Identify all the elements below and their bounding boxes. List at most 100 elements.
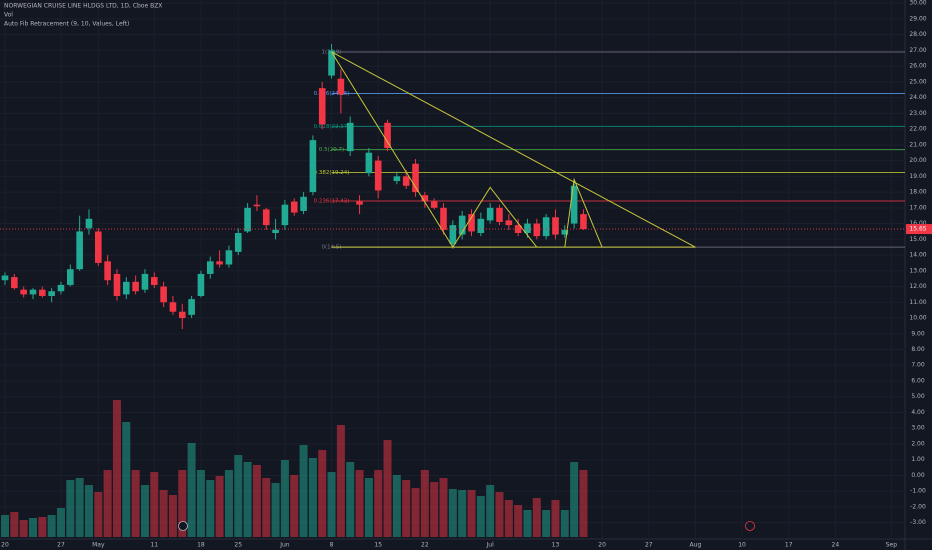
candle-body	[356, 201, 363, 205]
volume-bar	[551, 500, 560, 537]
x-tick-label: Sep	[886, 542, 898, 549]
y-tick-label: 12.00	[909, 283, 926, 290]
event-icon[interactable]	[178, 521, 188, 531]
volume-bar	[290, 475, 299, 537]
candle-body	[178, 311, 186, 319]
volume-bar	[476, 496, 485, 537]
candle-body	[206, 261, 214, 274]
volume-bar	[392, 475, 401, 537]
x-tick-label: 24	[832, 542, 840, 549]
y-tick-label: 7.00	[911, 362, 925, 369]
y-tick-label: 13.00	[909, 267, 926, 274]
x-tick-label: 27	[645, 542, 653, 549]
y-tick-label: 15.00	[909, 236, 926, 243]
volume-bar	[234, 455, 243, 537]
candle-body	[188, 299, 195, 315]
candle-body	[39, 289, 46, 296]
y-tick-label: 28.00	[909, 31, 926, 38]
x-tick-label: 22	[421, 542, 429, 549]
volume-bar	[346, 462, 355, 537]
y-tick-label: 20.00	[909, 157, 926, 164]
y-tick-label: 29.00	[909, 15, 926, 22]
candle-body	[150, 277, 158, 285]
volume-bar	[84, 485, 93, 537]
candle-body	[328, 50, 335, 76]
volume-bar	[364, 478, 373, 537]
x-tick-label: 11	[150, 542, 158, 549]
trend-line	[331, 51, 696, 248]
volume-bar	[299, 445, 308, 537]
candle-body	[290, 201, 298, 213]
x-tick-label: 18	[197, 542, 205, 549]
y-tick-label: 16.00	[909, 220, 926, 227]
candle-body	[85, 218, 93, 229]
volume-bar	[532, 498, 541, 537]
fib-label: 0.786(24.26)	[314, 91, 350, 97]
volume-bar	[1, 515, 9, 537]
candle-body	[272, 229, 279, 234]
y-tick-label: 23.00	[909, 110, 926, 117]
volume-bar	[327, 472, 336, 537]
candle-body	[262, 209, 270, 226]
volume-bar	[187, 443, 196, 537]
candle-body	[113, 273, 121, 296]
y-tick-label: 22.00	[909, 126, 926, 133]
volume-bar	[420, 470, 429, 537]
chart-title: NORWEGIAN CRUISE LINE HLDGS LTD, 1D, Cbo…	[4, 3, 162, 10]
y-tick-label: -3.00	[910, 519, 926, 526]
y-tick-label: 6.00	[911, 377, 925, 384]
volume-bar	[243, 462, 252, 537]
trend-line	[452, 186, 538, 248]
candle-body	[29, 289, 37, 295]
y-tick-label: 1.00	[911, 456, 925, 463]
candle-body	[234, 233, 242, 252]
x-tick-label: 17	[785, 542, 793, 549]
candle-body	[486, 207, 494, 221]
x-tick-label: Jul	[486, 542, 495, 549]
volume-bar	[56, 508, 65, 537]
candle-body	[440, 207, 447, 230]
volume-bar	[38, 517, 47, 537]
volume-bar	[374, 470, 383, 537]
candle-body	[365, 152, 373, 174]
candle-body	[580, 214, 587, 230]
candle-body	[533, 223, 541, 237]
y-tick-label: 5.00	[911, 393, 925, 400]
candle-body	[393, 176, 401, 182]
y-tick-label: 4.00	[911, 409, 925, 416]
volume-bar	[262, 478, 271, 537]
volume-bar	[336, 425, 345, 537]
volume-bar	[467, 490, 476, 537]
volume-bar	[224, 470, 233, 537]
candle-body	[505, 220, 513, 226]
event-icon[interactable]	[745, 521, 755, 531]
candle-body	[132, 281, 139, 292]
y-tick-label: 11.00	[909, 299, 926, 306]
candle-body	[281, 204, 289, 226]
candle-body	[552, 217, 559, 235]
last-price-label: 15.65	[909, 226, 926, 233]
y-tick-label: 26.00	[909, 63, 926, 70]
x-tick-label: May	[92, 542, 105, 549]
x-tick-label: Aug	[690, 542, 702, 549]
candle-body	[1, 275, 9, 281]
volume-bar	[215, 476, 224, 537]
y-tick-label: 8.00	[911, 346, 925, 353]
y-tick-label: 10.00	[909, 315, 926, 322]
candle-body	[496, 207, 503, 222]
candle-body	[160, 286, 167, 303]
trend-line	[331, 51, 454, 248]
candle-body	[449, 225, 457, 245]
y-tick-label: 0.00	[911, 472, 925, 479]
candle-body	[216, 261, 223, 265]
x-tick-label: 13	[552, 542, 560, 549]
volume-bar	[523, 510, 532, 537]
volume-bar	[560, 510, 569, 537]
volume-bar	[308, 458, 317, 537]
x-tick-label: 20	[598, 542, 606, 549]
x-tick-label: 27	[57, 542, 65, 549]
candle-body	[384, 122, 391, 148]
drawings	[0, 51, 905, 248]
volume-bar	[140, 485, 149, 537]
